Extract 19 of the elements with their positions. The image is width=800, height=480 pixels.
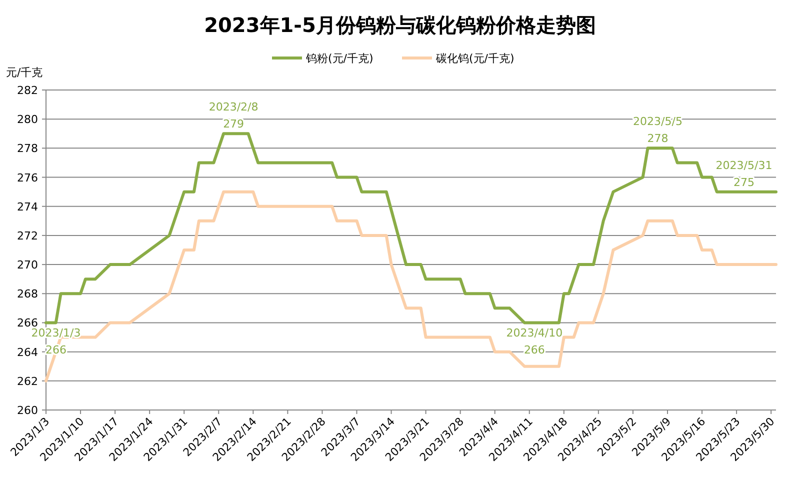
y-axis-title: 元/千克 <box>6 66 43 79</box>
annotation: 2023/2/8 279 <box>208 100 258 131</box>
y-tick-label: 272 <box>17 229 38 242</box>
y-tick-label: 264 <box>17 346 38 359</box>
y-tick-label: 270 <box>17 258 38 272</box>
y-tick-label: 274 <box>17 200 38 214</box>
y-tick-label: 278 <box>17 142 38 156</box>
legend-label: 钨粉(元/千克) <box>305 52 374 65</box>
chart-title: 2023年1-5月份钨粉与碳化钨粉价格走势图 <box>204 13 596 37</box>
legend-label: 碳化钨(元/千克) <box>435 52 514 65</box>
y-tick-label: 266 <box>17 316 38 330</box>
y-tick-label: 280 <box>17 113 38 126</box>
y-tick-label: 268 <box>17 288 38 301</box>
y-tick-label: 276 <box>17 171 38 184</box>
y-tick-label: 262 <box>17 374 38 388</box>
line-series <box>44 132 778 324</box>
y-tick-label: 260 <box>17 404 38 417</box>
annotation: 2023/5/31 275 <box>716 158 772 189</box>
y-tick-label: 282 <box>17 84 38 97</box>
